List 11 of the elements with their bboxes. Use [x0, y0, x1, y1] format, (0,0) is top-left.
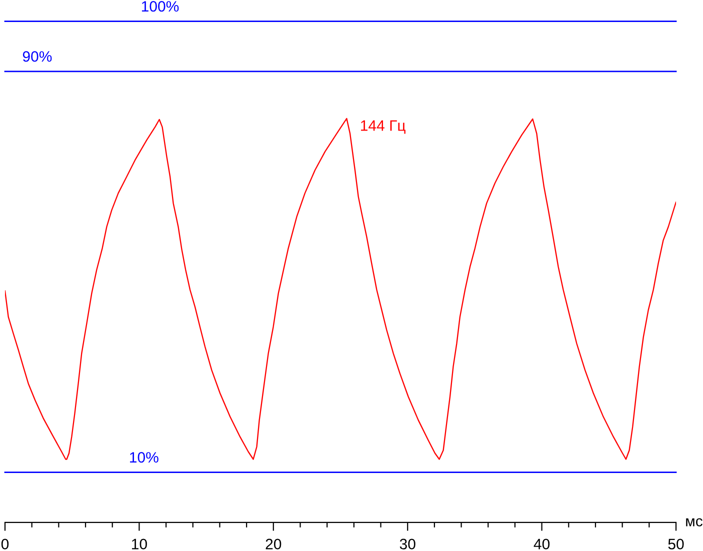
ref-line-label: 10%: [130, 452, 158, 463]
ref-line-label: 100%: [142, 1, 179, 12]
x-tick-label: 20: [266, 538, 282, 550]
x-tick-label: 30: [400, 538, 416, 550]
series-label: 144 Гц: [361, 120, 406, 134]
x-tick-label: 40: [534, 538, 550, 550]
x-tick-label: 50: [668, 538, 684, 550]
ref-line-label: 90%: [22, 51, 52, 62]
x-axis-title: мс: [686, 518, 702, 526]
x-tick-label: 10: [132, 538, 147, 550]
x-tick-label: 0: [1, 538, 9, 550]
